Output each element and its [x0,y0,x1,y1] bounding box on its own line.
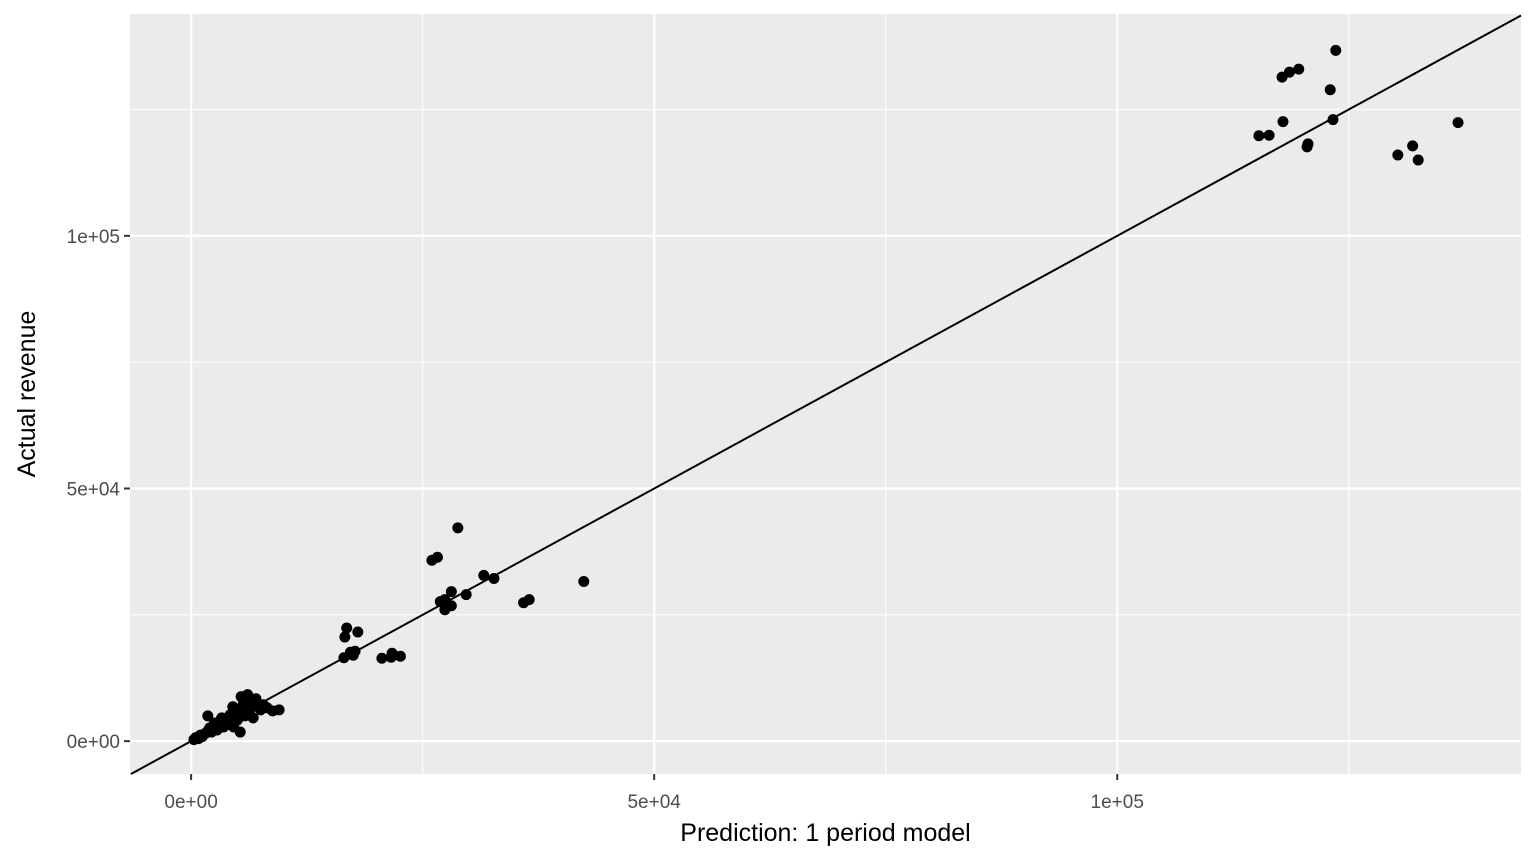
data-point [247,712,259,724]
x-tick-label: 5e+04 [627,792,681,813]
data-point [452,522,464,534]
data-point [1452,117,1464,129]
data-point [431,551,443,563]
axis-ticks [124,234,1119,780]
x-tick-label: 0e+00 [164,792,217,813]
data-point [386,647,398,659]
x-axis-title: Prediction: 1 period model [680,819,970,847]
data-point [216,712,228,724]
y-tick-label: 0e+00 [67,732,120,753]
data-point [352,626,364,638]
y-axis-title: Actual revenue [13,311,41,478]
data-point [1392,149,1404,161]
data-point [273,704,285,716]
y-tick-label: 1e+05 [67,227,120,248]
data-point [339,631,351,643]
data-point [376,652,388,664]
data-point [478,569,490,581]
major-gridlines [130,14,1521,774]
data-point [202,710,214,722]
data-point [523,594,535,606]
data-point [394,650,406,662]
y-tick-label: 5e+04 [67,479,121,500]
data-point [445,586,457,598]
data-point [578,575,590,587]
data-point [1324,84,1336,96]
data-point [445,600,457,612]
data-point [341,622,353,634]
y-tick-labels: 0e+00 5e+04 1e+05 [67,227,121,753]
data-point [1283,66,1295,78]
identity-reference-line [130,14,1522,775]
data-point [1263,129,1275,141]
data-point [1412,154,1424,166]
data-point [488,572,500,584]
minor-gridlines [130,14,1521,774]
x-tick-labels: 0e+00 5e+04 1e+05 [164,792,1143,813]
x-tick-label: 1e+05 [1091,792,1144,813]
data-point [1277,116,1289,128]
data-point [1330,44,1342,56]
data-point [1407,140,1419,152]
data-point [228,721,240,733]
data-point [1293,63,1305,75]
data-point [1253,130,1265,142]
data-point [1302,138,1314,150]
